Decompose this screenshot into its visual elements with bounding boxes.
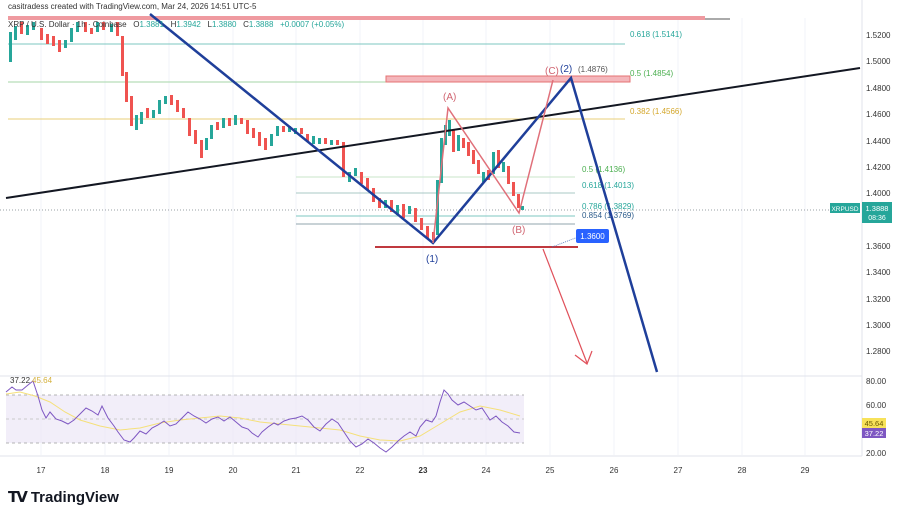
arrow-head-icon (574, 350, 593, 365)
svg-text:25: 25 (546, 466, 555, 475)
svg-text:1.4000: 1.4000 (866, 189, 891, 198)
current-price-tag (862, 202, 892, 223)
candlesticks[interactable] (9, 22, 524, 240)
svg-text:20.00: 20.00 (866, 449, 887, 458)
open-value: 1.3881 (139, 20, 164, 29)
wave-label-b: (B) (512, 225, 525, 236)
rsi-ma-tag-text: 45.64 (865, 419, 884, 428)
svg-text:28: 28 (738, 466, 747, 475)
svg-text:23: 23 (419, 466, 428, 475)
svg-text:29: 29 (801, 466, 810, 475)
svg-text:1.5000: 1.5000 (866, 57, 891, 66)
tradingview-logo-icon: TV (8, 488, 28, 506)
top-resistance-band[interactable] (8, 16, 705, 20)
close-value: 1.3888 (248, 20, 274, 29)
svg-text:1.4200: 1.4200 (866, 163, 891, 172)
fib-lower-0618-label: 0.618 (1.4013) (582, 181, 634, 190)
abc-correction-path[interactable] (432, 79, 554, 244)
svg-text:19: 19 (165, 466, 174, 475)
rsi-line (5, 380, 521, 453)
low-value: 1.3880 (212, 20, 237, 29)
svg-text:1.4400: 1.4400 (866, 137, 891, 146)
svg-text:60.00: 60.00 (866, 401, 887, 410)
svg-text:80.00: 80.00 (866, 377, 887, 386)
svg-text:26: 26 (610, 466, 619, 475)
rsi-tag (862, 428, 886, 438)
svg-text:1.3200: 1.3200 (866, 295, 891, 304)
support-price-text: 1.3600 (580, 232, 605, 241)
rsi-pane[interactable]: 37.22 45.64 (5, 376, 524, 453)
open-label: O (133, 20, 140, 29)
fib-lower-05-label: 0.5 (1.4136) (582, 165, 625, 174)
svg-text:1.3600: 1.3600 (866, 242, 891, 251)
low-label: L (207, 20, 212, 29)
price-axis[interactable]: 1.5200 1.5000 1.4800 1.4600 1.4400 1.420… (866, 31, 891, 356)
fib-upper-0382-label: 0.382 (1.4566) (630, 107, 682, 116)
symbol-legend[interactable]: XRP / U.S. Dollar · 1h · Coinbase O1.388… (8, 20, 344, 29)
fib-upper-05-label: 0.5 (1.4854) (630, 69, 673, 78)
change-value: +0.0007 (+0.05%) (280, 20, 345, 29)
symbol-tag-text: XRPUSD (831, 206, 858, 213)
close-label: C (243, 20, 249, 29)
bar-countdown: 08:36 (868, 215, 886, 222)
bearish-arrow[interactable] (542, 248, 588, 364)
svg-text:21: 21 (292, 466, 301, 475)
svg-text:20: 20 (229, 466, 238, 475)
svg-text:17: 17 (37, 466, 46, 475)
svg-text:27: 27 (674, 466, 683, 475)
rising-trendline[interactable] (5, 67, 861, 199)
tradingview-logo-text: TradingView (30, 488, 119, 506)
svg-text:18: 18 (101, 466, 110, 475)
svg-text:1.5200: 1.5200 (866, 31, 891, 40)
rsi-axis[interactable]: 80.00 60.00 20.00 (866, 377, 887, 458)
svg-text:22: 22 (356, 466, 365, 475)
wave-label-a: (A) (443, 92, 456, 103)
rsi-ma-tag (862, 418, 886, 428)
svg-text:1.3000: 1.3000 (866, 321, 891, 330)
fib-lower-0854-label: 0.854 (1.3769) (582, 211, 634, 220)
elliott-wave-path[interactable] (149, 13, 659, 373)
fib-upper-0618-label: 0.618 (1.5141) (630, 30, 682, 39)
resistance-zone[interactable] (385, 75, 631, 83)
wave-label-2: (2) (560, 64, 572, 75)
rsi-ma-legend-value: 45.64 (32, 376, 53, 385)
chart-watermark: casitradess created with TradingView.com… (8, 2, 257, 11)
support-price-label[interactable] (576, 229, 609, 243)
wave-2-price: (1.4876) (578, 65, 608, 74)
svg-text:1.4600: 1.4600 (866, 110, 891, 119)
wave-label-1: (1) (426, 254, 438, 265)
high-value: 1.3942 (176, 20, 201, 29)
symbol-tag (830, 203, 860, 213)
svg-text:1.3400: 1.3400 (866, 268, 891, 277)
tradingview-logo[interactable]: TV TradingView (8, 488, 119, 506)
svg-text:1.2800: 1.2800 (866, 347, 891, 356)
grid (40, 18, 806, 455)
svg-text:24: 24 (482, 466, 491, 475)
symbol-description: XRP / U.S. Dollar · 1h · Coinbase (8, 20, 127, 29)
svg-text:1.4800: 1.4800 (866, 84, 891, 93)
current-price-value: 1.3888 (866, 204, 889, 213)
rsi-ma-line (5, 391, 521, 442)
rsi-tag-text: 37.22 (865, 429, 884, 438)
rsi-legend-value: 37.22 (10, 376, 31, 385)
time-axis[interactable]: 17 18 19 20 21 22 23 24 25 26 27 28 29 (37, 466, 810, 475)
wave-label-c: (C) (545, 66, 559, 77)
high-label: H (170, 20, 177, 29)
